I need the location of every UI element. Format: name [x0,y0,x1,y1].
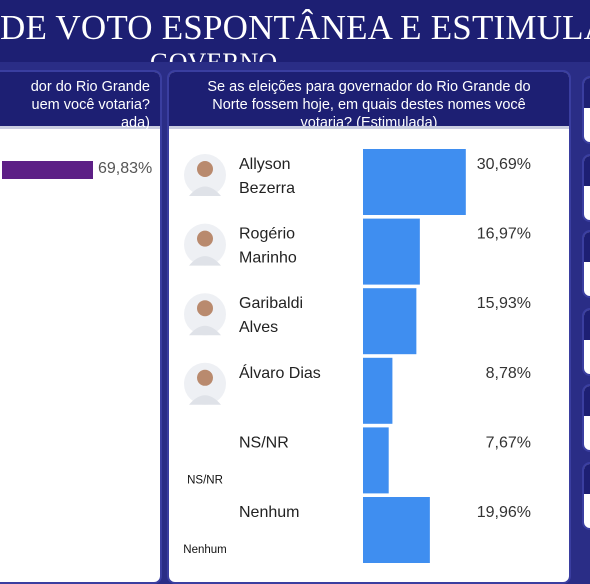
bar-value-label: 15,93% [477,295,531,312]
left-panel-question: dor do Rio Grande uem você votaria? ada) [0,78,150,132]
category-label: Álvaro Dias [239,363,321,382]
right-card [582,230,590,298]
bar [363,288,417,355]
avatar-body-icon [189,395,221,405]
category-icon-label: Nenhum [183,544,226,556]
category-label: Nenhum [239,504,299,521]
bar [363,149,466,215]
bar [363,427,389,494]
bar-value-label: 8,78% [486,365,531,382]
bar-value-label: 30,69% [477,156,531,173]
bar [363,357,393,424]
bar-value-label: 16,97% [477,226,531,243]
right-card [582,384,590,452]
avatar-body-icon [189,256,221,266]
category-label: Alves [239,319,278,336]
avatar-body-icon [189,325,221,336]
avatar-head-icon [197,369,213,386]
avatar-head-icon [197,161,213,177]
category-icon-label: NS/NR [187,474,223,486]
bar [363,497,430,563]
center-question-line: Se as eleições para governador do Rio Gr… [207,79,531,95]
avatar-head-icon [197,300,213,317]
bar-chart: 30,69% Allyson Bezerra 16,97% Rogério Marinho… [183,149,531,563]
right-card [582,76,590,144]
banner-title: DE VOTO ESPONTÂNEA E ESTIMULADA [0,8,590,47]
left-question-line: uem você votaria? [31,97,150,113]
category-label: Garibaldi [239,295,303,312]
left-chart-panel: dor do Rio Grande uem você votaria? ada)… [0,70,162,584]
right-card [582,308,590,376]
category-label: Marinho [239,250,297,267]
stimulated-vote-panel: 30,69% Allyson Bezerra 16,97% Rogério Marinho… [167,70,571,584]
left-question-line: ada) [120,115,150,131]
right-card [582,154,590,222]
left-bar [2,161,93,179]
header-banner: DE VOTO ESPONTÂNEA E ESTIMULADA GOVERNO [0,0,590,62]
center-panel-question: Se as eleições para governador do Rio Gr… [169,78,569,129]
category-label: Allyson [239,156,291,173]
category-label: Bezerra [239,180,295,197]
left-panel-header: dor do Rio Grande uem você votaria? ada) [0,72,160,132]
category-label: NS/NR [239,434,289,451]
banner-subtitle: GOVERNO [150,48,277,62]
bar-value-label: 19,96% [477,504,531,521]
center-question-line: votaria? (Estimulada) [300,115,438,129]
center-panel-header: Se as eleições para governador do Rio Gr… [169,72,569,129]
category-label: Rogério [239,226,295,243]
avatar-head-icon [197,230,213,247]
bar-value-label: 7,67% [486,434,531,451]
left-bar-value: 69,83% [98,160,153,177]
right-card [582,462,590,530]
avatar-body-icon [189,186,221,196]
center-question-line: Norte fossem hoje, em quais destes nomes… [212,97,526,113]
left-question-line: dor do Rio Grande [30,79,150,95]
bar [363,218,420,285]
